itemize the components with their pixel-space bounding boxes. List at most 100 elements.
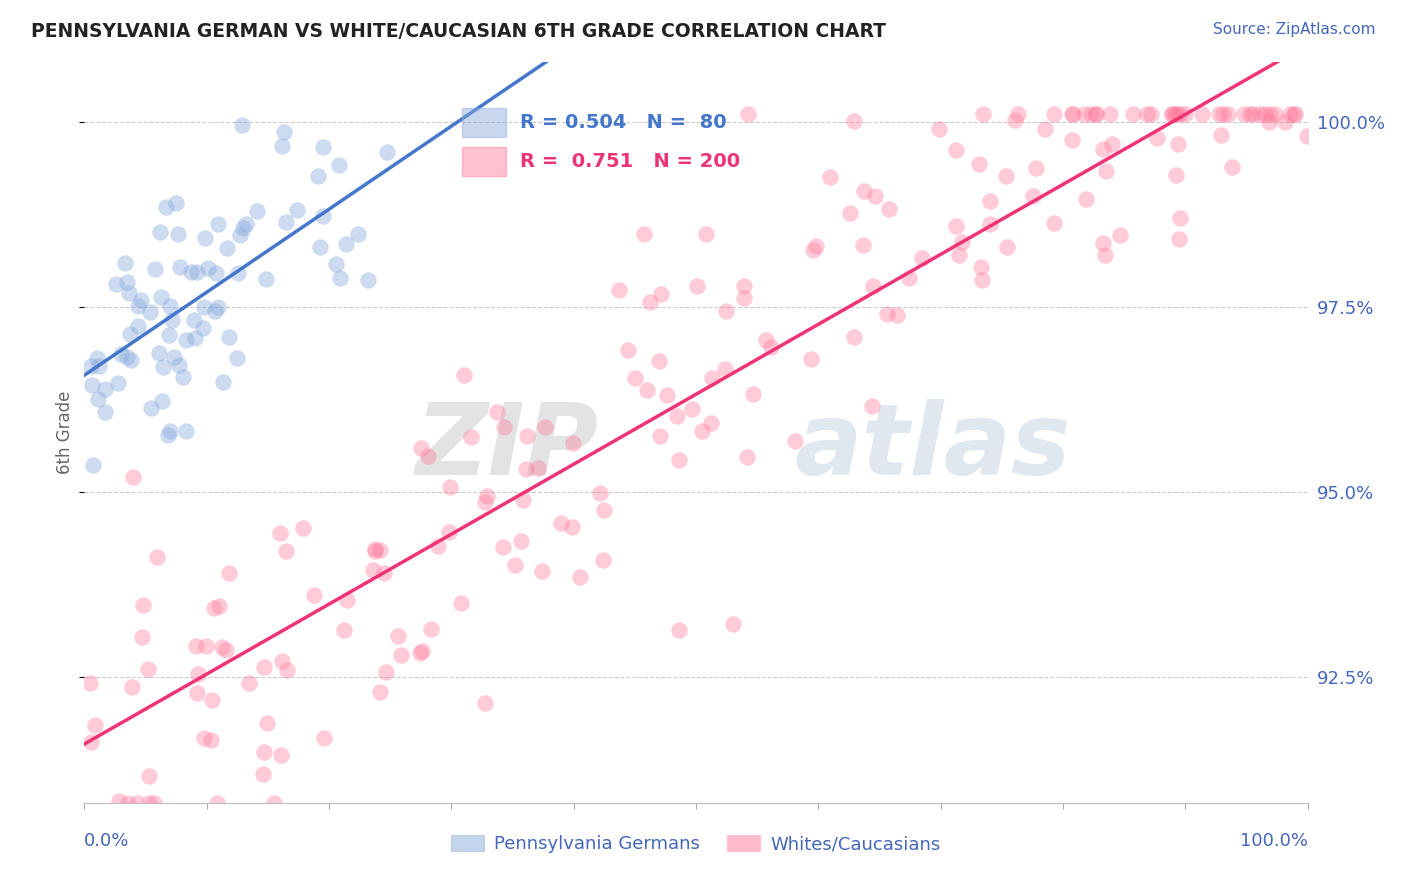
Point: [1166, 107, 1188, 121]
Point: [650, 429, 672, 443]
Point: [755, 333, 778, 347]
Point: [160, 313, 183, 327]
Point: [761, 339, 783, 353]
Point: [235, 218, 257, 232]
Point: [374, 665, 396, 680]
Point: [733, 279, 755, 293]
Point: [911, 251, 934, 265]
Point: [1191, 107, 1213, 121]
Point: [623, 370, 645, 384]
Point: [373, 566, 395, 580]
Point: [886, 308, 908, 322]
Point: [138, 769, 160, 783]
Text: Source: ZipAtlas.com: Source: ZipAtlas.com: [1212, 22, 1375, 37]
Point: [86, 351, 108, 366]
Point: [361, 563, 384, 577]
Point: [148, 346, 170, 360]
Point: [208, 599, 231, 613]
Point: [860, 400, 883, 414]
Point: [312, 731, 335, 746]
Text: 100.0%: 100.0%: [1240, 832, 1308, 850]
Point: [1085, 107, 1108, 121]
Point: [638, 295, 661, 310]
Point: [592, 503, 614, 517]
Point: [475, 489, 498, 503]
Point: [853, 185, 876, 199]
Point: [862, 279, 884, 293]
Point: [186, 686, 208, 700]
Point: [1284, 107, 1306, 121]
Point: [592, 553, 614, 567]
Point: [127, 796, 149, 810]
Point: [439, 480, 461, 494]
Point: [967, 156, 990, 170]
Point: [87, 359, 110, 374]
Point: [460, 430, 482, 444]
Point: [127, 299, 149, 313]
Point: [256, 272, 278, 286]
Point: [80, 359, 103, 374]
Point: [737, 107, 759, 121]
Point: [364, 544, 387, 558]
Point: [450, 596, 472, 610]
Point: [184, 639, 207, 653]
Point: [149, 225, 172, 239]
Point: [1095, 164, 1118, 178]
Point: [804, 239, 827, 253]
Point: [686, 278, 709, 293]
Point: [131, 630, 153, 644]
Point: [877, 202, 900, 216]
Point: [79, 676, 101, 690]
Point: [844, 330, 866, 344]
Point: [409, 442, 432, 456]
Point: [143, 796, 166, 810]
Point: [202, 601, 225, 615]
Point: [387, 629, 409, 643]
Point: [84, 717, 107, 731]
Point: [863, 189, 886, 203]
Point: [218, 566, 240, 580]
Point: [332, 623, 354, 637]
Point: [665, 409, 688, 423]
Point: [329, 270, 352, 285]
Point: [194, 231, 217, 245]
Point: [492, 540, 515, 554]
Point: [1239, 107, 1261, 121]
Point: [285, 203, 308, 218]
Point: [668, 452, 690, 467]
Text: atlas: atlas: [794, 399, 1070, 496]
Point: [215, 643, 238, 657]
Point: [995, 239, 1018, 253]
Point: [1043, 216, 1066, 230]
Point: [204, 303, 226, 318]
Point: [325, 257, 347, 271]
Point: [876, 307, 898, 321]
Point: [474, 696, 496, 710]
Point: [1074, 192, 1097, 206]
Point: [1241, 107, 1264, 121]
Point: [364, 542, 387, 557]
Point: [176, 424, 198, 438]
Point: [256, 715, 278, 730]
Point: [94, 382, 117, 396]
Point: [136, 662, 159, 676]
Point: [163, 350, 186, 364]
Point: [1092, 142, 1115, 156]
Point: [357, 273, 380, 287]
Point: [607, 283, 630, 297]
Point: [118, 327, 141, 342]
Point: [82, 458, 104, 472]
Point: [336, 592, 359, 607]
Point: [138, 304, 160, 318]
Point: [273, 125, 295, 139]
Text: PENNSYLVANIA GERMAN VS WHITE/CAUCASIAN 6TH GRADE CORRELATION CHART: PENNSYLVANIA GERMAN VS WHITE/CAUCASIAN 6…: [31, 22, 886, 41]
Point: [852, 238, 875, 252]
Point: [143, 262, 166, 277]
Point: [803, 243, 825, 257]
Point: [427, 539, 450, 553]
Point: [515, 462, 537, 476]
Point: [474, 494, 496, 508]
Point: [328, 158, 350, 172]
Point: [1062, 107, 1084, 121]
Legend: Pennsylvania Germans, Whites/Caucasians: Pennsylvania Germans, Whites/Caucasians: [444, 828, 948, 861]
